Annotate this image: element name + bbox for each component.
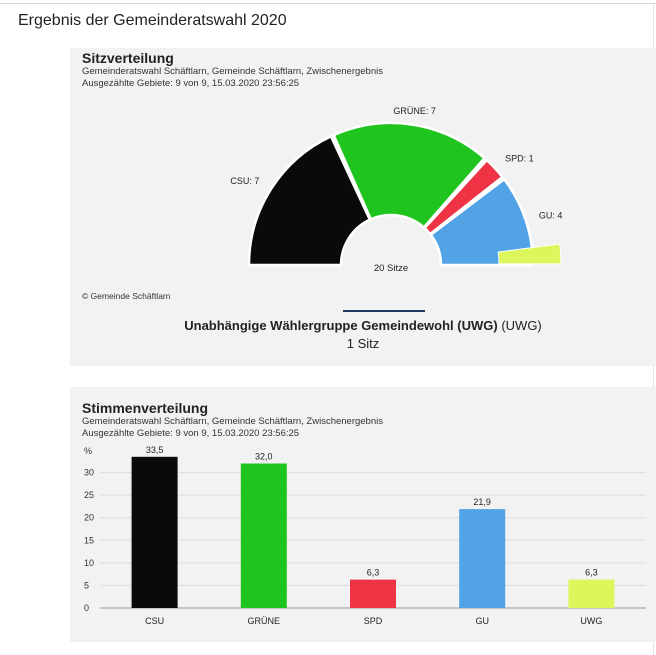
- seat-distribution-panel: Sitzverteilung Gemeinderatswahl Schäftla…: [70, 48, 656, 366]
- vote-bar-chart: 0 5 10 15 20 25 30% 33,5 CSU 32,0 GRÜNE 6,3 SPD 21,9 G…: [84, 445, 646, 626]
- vote-panel-count-info: Ausgezählte Gebiete: 9 von 9, 15.03.2020…: [82, 428, 300, 439]
- y-tick-label: 20: [84, 513, 94, 523]
- x-tick-label-uwg: UWG: [580, 616, 602, 626]
- seat-chart: CSU: 7 GRÜNE: 7 SPD: 1 GU: 4 20 Sitze: [230, 106, 563, 274]
- seat-panel-title: Sitzverteilung: [82, 50, 174, 66]
- selected-party-seats: 1 Sitz: [346, 336, 380, 351]
- seat-total-label: 20 Sitze: [374, 263, 408, 274]
- selected-party-label: Unabhängige Wählergruppe Gemeindewohl (U…: [70, 318, 656, 333]
- bar-value-label-gu: 21,9: [473, 497, 491, 507]
- vote-panel-title: Stimmenverteilung: [82, 400, 209, 416]
- y-tick-label: 30: [84, 468, 94, 478]
- seat-segment-gu[interactable]: [429, 177, 535, 267]
- x-tick-label-gu: GU: [475, 616, 489, 626]
- y-tick-label: 5: [84, 580, 89, 590]
- bar-gu[interactable]: [459, 509, 506, 608]
- page-title: Ergebnis der Gemeinderatswahl 2020: [18, 12, 287, 29]
- seat-label-gu: GU: 4: [539, 210, 563, 220]
- y-tick-label: 0: [84, 603, 89, 613]
- vote-distribution-panel: Stimmenverteilung Gemeinderatswahl Schäf…: [70, 387, 656, 642]
- seat-copyright: © Gemeinde Schäftlarn: [82, 291, 171, 301]
- x-tick-label-csu: CSU: [145, 616, 164, 626]
- selected-party-abbr: (UWG): [501, 318, 542, 333]
- bar-uwg[interactable]: [568, 579, 615, 608]
- seat-panel-count-info: Ausgezählte Gebiete: 9 von 9, 15.03.2020…: [82, 78, 300, 89]
- y-axis-unit-label: %: [84, 446, 92, 456]
- seat-segment-csu[interactable]: [247, 134, 372, 267]
- y-tick-label: 10: [84, 558, 94, 568]
- selected-party-indicator: [343, 310, 425, 312]
- seat-label-gruene: GRÜNE: 7: [393, 106, 436, 116]
- bar-value-label-uwg: 6,3: [585, 568, 598, 578]
- vote-panel-subtitle: Gemeinderatswahl Schäftlarn, Gemeinde Sc…: [82, 416, 383, 427]
- bar-value-label-gruene: 32,0: [255, 452, 273, 462]
- seat-segment-gruene[interactable]: [332, 121, 487, 230]
- bar-value-label-csu: 33,5: [146, 445, 164, 455]
- bar-csu[interactable]: [131, 456, 178, 608]
- y-tick-label: 15: [84, 535, 94, 545]
- x-tick-label-gruene: GRÜNE: [248, 616, 281, 626]
- selected-party-name: Unabhängige Wählergruppe Gemeindewohl (U…: [184, 318, 498, 333]
- x-tick-label-spd: SPD: [364, 616, 383, 626]
- bar-value-label-spd: 6,3: [367, 568, 380, 578]
- seat-segment-uwg[interactable]: [497, 243, 562, 265]
- seat-panel-subtitle: Gemeinderatswahl Schäftlarn, Gemeinde Sc…: [82, 66, 383, 77]
- bar-spd[interactable]: [350, 579, 396, 608]
- y-tick-label: 25: [84, 490, 94, 500]
- seat-label-spd: SPD: 1: [505, 154, 534, 164]
- top-border: [0, 3, 656, 4]
- bar-gruene[interactable]: [240, 463, 287, 609]
- seat-label-csu: CSU: 7: [230, 176, 259, 186]
